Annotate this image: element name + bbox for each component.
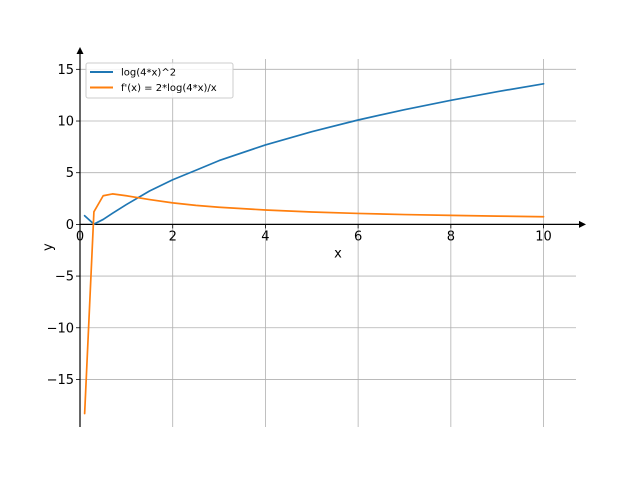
legend-label-derivative: f'(x) = 2*log(4*x)/x <box>121 83 217 94</box>
legend-label-log4x-squared: log(4*x)^2 <box>121 68 176 79</box>
series-line-0 <box>83 82 545 225</box>
legend-box <box>85 62 234 99</box>
y-tick-label: 10 <box>57 115 74 130</box>
y-tick-label: 5 <box>66 166 74 181</box>
x-tick-label: 8 <box>447 229 455 244</box>
x-tick-label: 0 <box>76 229 84 244</box>
y-tick-label: 15 <box>57 63 74 78</box>
y-tick-label: −10 <box>47 321 74 336</box>
axes <box>76 47 586 427</box>
legend: log(4*x)^2 f'(x) = 2*log(4*x)/x <box>85 62 234 99</box>
ticks: 0 2 4 6 8 10 −15 −10 −5 0 5 10 15 <box>47 63 552 388</box>
x-tick-label: 6 <box>354 229 362 244</box>
x-tick-label: 10 <box>535 229 552 244</box>
series <box>83 82 545 415</box>
grid-lines <box>79 59 576 427</box>
x-tick-label: 2 <box>169 229 177 244</box>
x-tick-label: 4 <box>261 229 269 244</box>
y-axis-label: y <box>41 243 56 251</box>
y-tick-label: 0 <box>66 218 74 233</box>
x-axis-label: x <box>334 246 342 261</box>
series-line-1 <box>83 193 545 415</box>
y-tick-label: −15 <box>47 373 74 388</box>
y-tick-label: −5 <box>55 270 74 285</box>
x-axis-arrow <box>579 220 586 228</box>
y-axis-arrow <box>76 47 84 54</box>
